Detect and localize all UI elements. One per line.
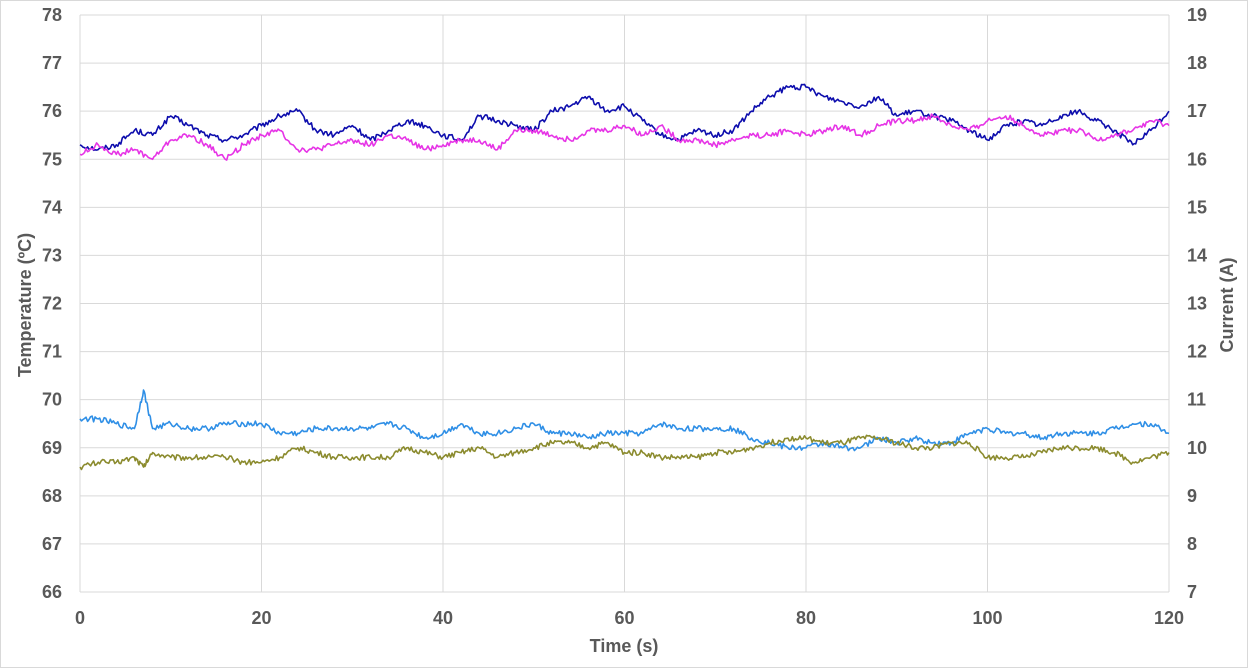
- y-right-tick-label: 10: [1187, 438, 1207, 458]
- x-axis-title: Time (s): [590, 636, 659, 656]
- y-left-tick-label: 72: [42, 294, 62, 314]
- y-right-tick-label: 11: [1187, 390, 1206, 410]
- y-right-tick-label: 17: [1187, 101, 1207, 121]
- x-tick-label: 0: [75, 608, 85, 628]
- y-right-tick-label: 7: [1187, 582, 1197, 602]
- y-left-tick-label: 67: [42, 534, 62, 554]
- gridlines: [79, 14, 1170, 593]
- y-right-tick-label: 19: [1187, 5, 1207, 25]
- x-tick-label: 60: [614, 608, 634, 628]
- y-left-tick-label: 73: [42, 245, 62, 265]
- y-right-axis-title: Current (A): [1217, 258, 1237, 353]
- series-line-2: [79, 113, 1170, 161]
- y-left-tick-label: 78: [42, 5, 62, 25]
- y-left-axis-title: Temperature (ºC): [15, 233, 35, 377]
- y-left-tick-label: 68: [42, 486, 62, 506]
- series-layer: [79, 83, 1170, 471]
- y-right-tick-label: 16: [1187, 149, 1207, 169]
- series-line-1: [79, 83, 1170, 152]
- series-line-4: [79, 434, 1170, 471]
- y-left-tick-label: 75: [42, 149, 62, 169]
- y-right-tick-label: 12: [1187, 342, 1207, 362]
- y-left-axis-ticks: 66 67 68 69 70 71 72 73 74 75 76 77 78: [42, 5, 62, 602]
- y-right-axis-ticks: 7 8 9 10 11 12 13 14 15 16 17 18 19: [1187, 5, 1207, 602]
- y-right-tick-label: 9: [1187, 486, 1197, 506]
- x-tick-label: 40: [433, 608, 453, 628]
- x-tick-label: 20: [251, 608, 271, 628]
- y-left-tick-label: 66: [42, 582, 62, 602]
- y-right-tick-label: 13: [1187, 294, 1207, 314]
- x-tick-label: 100: [972, 608, 1002, 628]
- y-right-tick-label: 14: [1187, 245, 1207, 265]
- y-left-tick-label: 77: [42, 53, 62, 73]
- y-left-tick-label: 76: [42, 101, 62, 121]
- y-left-tick-label: 70: [42, 390, 62, 410]
- y-left-tick-label: 74: [42, 197, 62, 217]
- x-tick-label: 120: [1154, 608, 1184, 628]
- y-left-tick-label: 69: [42, 438, 62, 458]
- y-left-tick-label: 71: [42, 342, 62, 362]
- y-right-tick-label: 15: [1187, 197, 1207, 217]
- x-tick-label: 80: [796, 608, 816, 628]
- series-line-3: [79, 389, 1170, 452]
- x-axis-ticks: 0 20 40 60 80 100 120: [75, 608, 1184, 628]
- y-right-tick-label: 18: [1187, 53, 1207, 73]
- y-right-tick-label: 8: [1187, 534, 1197, 554]
